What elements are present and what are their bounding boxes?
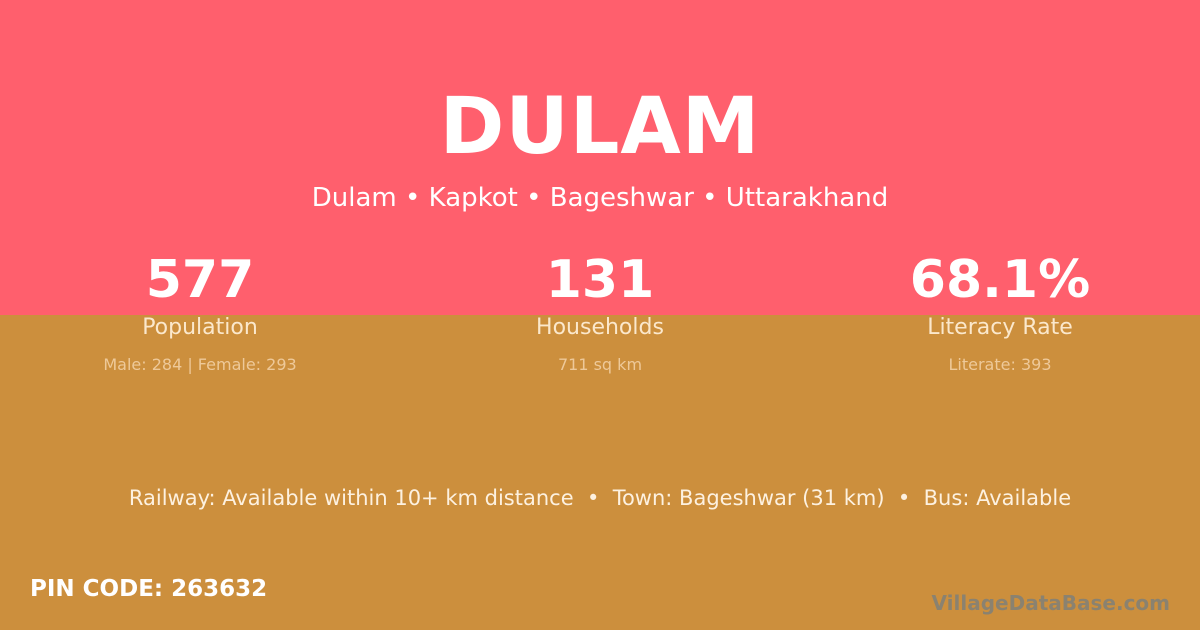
- stat-value: 68.1%: [909, 250, 1091, 310]
- stat-detail: Male: 284 | Female: 293: [103, 355, 297, 374]
- facilities-line: Railway: Available within 10+ km distanc…: [128, 486, 1072, 510]
- stat-detail: 711 sq km: [557, 355, 643, 374]
- stat-label: Literacy Rate: [927, 315, 1073, 340]
- stat-label: Population: [142, 315, 258, 340]
- stat-label: Households: [536, 315, 664, 340]
- village-title: DULAM: [439, 82, 761, 172]
- stat-value: 577: [145, 250, 255, 310]
- location-breadcrumb: Dulam • Kapkot • Bageshwar • Uttarakhand: [311, 183, 889, 213]
- lower-band: [0, 315, 1200, 630]
- stat-detail: Literate: 393: [948, 355, 1052, 374]
- pin-code: PIN CODE: 263632: [30, 576, 268, 602]
- header-band: [0, 0, 1200, 315]
- stat-value: 131: [545, 250, 655, 310]
- brand-logo: VillageDataBase.com: [931, 591, 1170, 615]
